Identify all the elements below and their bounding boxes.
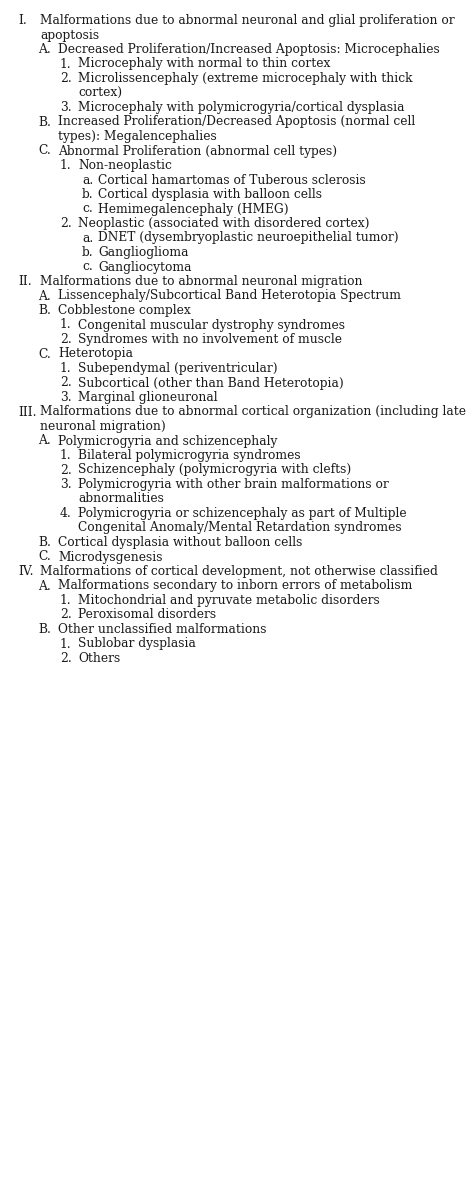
- Text: IV.: IV.: [18, 565, 34, 578]
- Text: 1.: 1.: [60, 594, 72, 607]
- Text: c.: c.: [82, 261, 93, 274]
- Text: II.: II.: [18, 275, 32, 288]
- Text: Hemimegalencephaly (HMEG): Hemimegalencephaly (HMEG): [98, 202, 289, 216]
- Text: Schizencephaly (polymicrogyria with clefts): Schizencephaly (polymicrogyria with clef…: [78, 463, 351, 476]
- Text: Mitochondrial and pyruvate metabolic disorders: Mitochondrial and pyruvate metabolic dis…: [78, 594, 380, 607]
- Text: Polymicrogyria or schizencephaly as part of Multiple: Polymicrogyria or schizencephaly as part…: [78, 507, 407, 520]
- Text: Microdysgenesis: Microdysgenesis: [58, 550, 163, 563]
- Text: apoptosis: apoptosis: [40, 29, 99, 42]
- Text: C.: C.: [38, 348, 51, 361]
- Text: 2.: 2.: [60, 376, 72, 389]
- Text: 2.: 2.: [60, 463, 72, 476]
- Text: 3.: 3.: [60, 391, 72, 404]
- Text: Cortical hamartomas of Tuberous sclerosis: Cortical hamartomas of Tuberous sclerosi…: [98, 174, 366, 187]
- Text: 4.: 4.: [60, 507, 72, 520]
- Text: Bilateral polymicrogyria syndromes: Bilateral polymicrogyria syndromes: [78, 449, 301, 462]
- Text: Ganglioglioma: Ganglioglioma: [98, 247, 189, 258]
- Text: C.: C.: [38, 144, 51, 157]
- Text: b.: b.: [82, 188, 94, 201]
- Text: Lissencephaly/Subcortical Band Heterotopia Spectrum: Lissencephaly/Subcortical Band Heterotop…: [58, 289, 401, 303]
- Text: III.: III.: [18, 405, 36, 418]
- Text: A.: A.: [38, 580, 51, 592]
- Text: 1.: 1.: [60, 318, 72, 331]
- Text: Neoplastic (associated with disordered cortex): Neoplastic (associated with disordered c…: [78, 217, 370, 230]
- Text: Cortical dysplasia without balloon cells: Cortical dysplasia without balloon cells: [58, 536, 302, 549]
- Text: I.: I.: [18, 14, 27, 27]
- Text: 3.: 3.: [60, 101, 72, 114]
- Text: A.: A.: [38, 435, 51, 448]
- Text: 2.: 2.: [60, 71, 72, 85]
- Text: a.: a.: [82, 231, 93, 244]
- Text: Peroxisomal disorders: Peroxisomal disorders: [78, 609, 216, 622]
- Text: 2.: 2.: [60, 609, 72, 622]
- Text: Increased Proliferation/Decreased Apoptosis (normal cell: Increased Proliferation/Decreased Apopto…: [58, 116, 415, 129]
- Text: 1.: 1.: [60, 160, 72, 172]
- Text: 1.: 1.: [60, 362, 72, 375]
- Text: Marginal glioneuronal: Marginal glioneuronal: [78, 391, 218, 404]
- Text: Others: Others: [78, 651, 120, 665]
- Text: Heterotopia: Heterotopia: [58, 348, 133, 361]
- Text: 3.: 3.: [60, 478, 72, 491]
- Text: 2.: 2.: [60, 651, 72, 665]
- Text: B.: B.: [38, 536, 51, 549]
- Text: Subcortical (other than Band Heterotopia): Subcortical (other than Band Heterotopia…: [78, 376, 344, 389]
- Text: Malformations due to abnormal neuronal migration: Malformations due to abnormal neuronal m…: [40, 275, 363, 288]
- Text: Malformations secondary to inborn errors of metabolism: Malformations secondary to inborn errors…: [58, 580, 412, 592]
- Text: Cortical dysplasia with balloon cells: Cortical dysplasia with balloon cells: [98, 188, 322, 201]
- Text: Cobblestone complex: Cobblestone complex: [58, 304, 191, 317]
- Text: Abnormal Proliferation (abnormal cell types): Abnormal Proliferation (abnormal cell ty…: [58, 144, 337, 157]
- Text: Congenital Anomaly/Mental Retardation syndromes: Congenital Anomaly/Mental Retardation sy…: [78, 522, 401, 535]
- Text: Other unclassified malformations: Other unclassified malformations: [58, 623, 266, 636]
- Text: 1.: 1.: [60, 637, 72, 650]
- Text: Malformations of cortical development, not otherwise classified: Malformations of cortical development, n…: [40, 565, 438, 578]
- Text: Congenital muscular dystrophy syndromes: Congenital muscular dystrophy syndromes: [78, 318, 345, 331]
- Text: Decreased Proliferation/Increased Apoptosis: Microcephalies: Decreased Proliferation/Increased Apopto…: [58, 43, 440, 56]
- Text: Malformations due to abnormal neuronal and glial proliferation or: Malformations due to abnormal neuronal a…: [40, 14, 455, 27]
- Text: types): Megalencephalies: types): Megalencephalies: [58, 130, 217, 143]
- Text: Sublobar dysplasia: Sublobar dysplasia: [78, 637, 196, 650]
- Text: 1.: 1.: [60, 449, 72, 462]
- Text: C.: C.: [38, 550, 51, 563]
- Text: Polymicrogyria with other brain malformations or: Polymicrogyria with other brain malforma…: [78, 478, 389, 491]
- Text: cortex): cortex): [78, 87, 122, 100]
- Text: A.: A.: [38, 289, 51, 303]
- Text: a.: a.: [82, 174, 93, 187]
- Text: Syndromes with no involvement of muscle: Syndromes with no involvement of muscle: [78, 333, 342, 347]
- Text: c.: c.: [82, 202, 93, 216]
- Text: 1.: 1.: [60, 57, 72, 70]
- Text: 2.: 2.: [60, 333, 72, 347]
- Text: Microcephaly with polymicrogyria/cortical dysplasia: Microcephaly with polymicrogyria/cortica…: [78, 101, 404, 114]
- Text: abnormalities: abnormalities: [78, 493, 164, 505]
- Text: Polymicrogyria and schizencephaly: Polymicrogyria and schizencephaly: [58, 435, 277, 448]
- Text: Non-neoplastic: Non-neoplastic: [78, 160, 172, 172]
- Text: A.: A.: [38, 43, 51, 56]
- Text: Gangliocytoma: Gangliocytoma: [98, 261, 191, 274]
- Text: Subependymal (periventricular): Subependymal (periventricular): [78, 362, 278, 375]
- Text: B.: B.: [38, 623, 51, 636]
- Text: b.: b.: [82, 247, 94, 258]
- Text: Microcephaly with normal to thin cortex: Microcephaly with normal to thin cortex: [78, 57, 330, 70]
- Text: Malformations due to abnormal cortical organization (including late: Malformations due to abnormal cortical o…: [40, 405, 466, 418]
- Text: B.: B.: [38, 116, 51, 129]
- Text: DNET (dysembryoplastic neuroepithelial tumor): DNET (dysembryoplastic neuroepithelial t…: [98, 231, 399, 244]
- Text: neuronal migration): neuronal migration): [40, 420, 166, 434]
- Text: B.: B.: [38, 304, 51, 317]
- Text: 2.: 2.: [60, 217, 72, 230]
- Text: Microlissencephaly (extreme microcephaly with thick: Microlissencephaly (extreme microcephaly…: [78, 71, 412, 85]
